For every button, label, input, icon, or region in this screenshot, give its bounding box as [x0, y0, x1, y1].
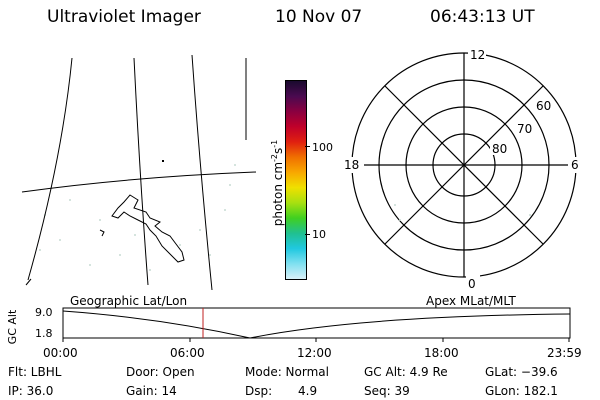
x-tick-1200: 12:00	[297, 346, 332, 360]
glon-info: GLon: 182.1	[485, 384, 558, 398]
colorbar-tickmark	[305, 234, 310, 235]
y-min-label: 1.8	[35, 327, 53, 340]
mlt-label-0: 0	[468, 277, 476, 291]
longitude-lines	[27, 54, 247, 291]
observation-date: 10 Nov 07	[275, 7, 363, 27]
lat-label-60: 60	[536, 99, 551, 113]
auroral-speckle	[39, 164, 236, 271]
colorbar-unit-label: photon cm-2s-1	[270, 139, 285, 227]
colorbar-tick-10: 10	[312, 228, 326, 241]
dsp-label: Dsp:	[245, 384, 273, 398]
island-outline	[99, 229, 105, 237]
x-tick-0600: 06:00	[170, 346, 205, 360]
lat-label-70: 70	[517, 122, 532, 136]
seq-info: Seq: 39	[364, 384, 410, 398]
observation-time: 06:43:13 UT	[430, 7, 535, 27]
door-info: Door: Open	[126, 365, 195, 379]
diagonal-line	[384, 85, 544, 245]
colorbar-tickmark	[305, 146, 310, 147]
x-tick-2359: 23:59	[547, 346, 582, 360]
intensity-colorbar	[285, 80, 307, 280]
geographic-map	[21, 54, 257, 291]
x-tick-0000: 00:00	[43, 346, 78, 360]
lat-label-80: 80	[492, 142, 507, 156]
plot-frame	[62, 307, 571, 339]
orbit-altitude-plot	[62, 307, 571, 342]
filter-info: Flt: LBHL	[8, 365, 62, 379]
dsp-value: 4.9	[298, 384, 318, 398]
glat-info: GLat: −39.6	[485, 365, 558, 379]
map-tick	[25, 278, 32, 286]
mlt-label-6: 6	[571, 158, 579, 172]
geographic-label: Geographic Lat/Lon	[70, 294, 188, 308]
polar-grid: 12 6 0 18 60 70 80	[342, 47, 582, 291]
apex-label: Apex MLat/MLT	[426, 294, 516, 308]
coastline	[111, 194, 185, 263]
gain-info: Gain: 14	[126, 384, 177, 398]
station-marker	[162, 160, 164, 162]
colorbar-tick-100: 100	[312, 141, 333, 154]
ip-info: IP: 36.0	[8, 384, 54, 398]
altitude-curve	[62, 310, 571, 339]
gc-alt-info: GC Alt: 4.9 Re	[364, 365, 448, 379]
gc-alt-axis-label: GC Alt	[6, 309, 19, 345]
y-max-label: 9.0	[35, 306, 53, 319]
mlt-label-12: 12	[470, 48, 485, 62]
x-tick-1800: 18:00	[424, 346, 459, 360]
instrument-title: Ultraviolet Imager	[47, 7, 201, 27]
latitude-line	[21, 171, 257, 193]
mlt-label-18: 18	[344, 158, 359, 172]
mode-info: Mode: Normal	[245, 365, 329, 379]
